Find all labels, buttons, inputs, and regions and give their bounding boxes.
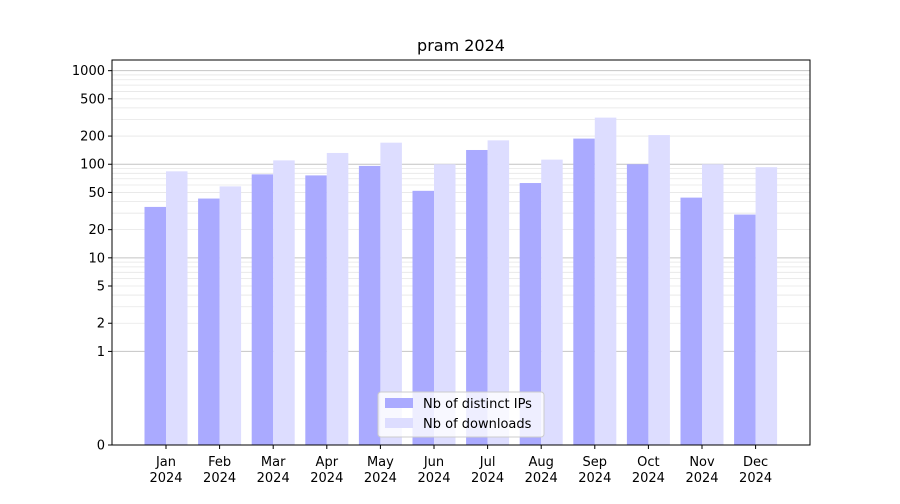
- x-tick-label: Aug 2024: [525, 455, 558, 486]
- x-tick-label: Mar 2024: [257, 455, 290, 486]
- x-tick-label: Oct 2024: [632, 455, 665, 486]
- chart-title: pram 2024: [417, 36, 505, 55]
- x-tick-label: Jan 2024: [149, 455, 182, 486]
- bar-distinct-ips: [519, 183, 542, 446]
- y-tick-label: 100: [80, 158, 105, 173]
- y-tick-label: 1: [97, 345, 105, 360]
- y-tick-label: 200: [80, 130, 105, 145]
- bar-distinct-ips: [734, 214, 756, 445]
- x-tick-label: Jul 2024: [471, 455, 504, 486]
- x-tick-label: Nov 2024: [685, 455, 718, 486]
- x-tick-label: Apr 2024: [310, 455, 343, 486]
- x-tick-label: Sep 2024: [578, 455, 611, 486]
- bar-distinct-ips: [680, 197, 702, 445]
- x-tick-label: Jun 2024: [417, 455, 450, 486]
- legend: Nb of distinct IPs Nb of downloads: [377, 391, 545, 438]
- bar-distinct-ips: [305, 175, 327, 445]
- bars-layer: [144, 117, 778, 446]
- legend-swatch: [385, 398, 413, 408]
- bar-downloads: [273, 160, 295, 445]
- bar-distinct-ips: [358, 165, 381, 445]
- bar-downloads: [219, 186, 242, 445]
- y-tick-label: 0: [97, 439, 105, 454]
- bar-distinct-ips: [573, 138, 595, 445]
- bar-downloads: [326, 152, 349, 445]
- bar-downloads: [541, 159, 563, 445]
- y-tick-label: 1000: [72, 64, 105, 79]
- bar-distinct-ips: [198, 198, 220, 445]
- x-axis: Jan 2024 Feb 2024 Mar 2024 Apr 2024 May 2024 Jun 20…: [149, 445, 772, 486]
- bar-downloads: [380, 142, 402, 445]
- legend-box: [377, 391, 545, 438]
- x-tick-label: May 2024: [364, 455, 397, 486]
- y-tick-label: 50: [88, 186, 105, 201]
- x-tick-label: Dec 2024: [739, 455, 772, 486]
- y-tick-label: 10: [88, 251, 105, 266]
- bar-downloads: [594, 117, 617, 445]
- bar-distinct-ips: [144, 206, 166, 445]
- bar-distinct-ips: [626, 164, 649, 445]
- bar-distinct-ips: [412, 190, 434, 445]
- legend-label: Nb of distinct IPs: [423, 397, 532, 412]
- y-tick-label: 5: [97, 280, 105, 295]
- y-tick-label: 2: [97, 317, 105, 332]
- bar-downloads: [166, 171, 188, 445]
- bar-downloads: [702, 164, 724, 445]
- bar-downloads: [755, 167, 778, 446]
- bar-distinct-ips: [466, 149, 488, 445]
- legend-label: Nb of downloads: [423, 417, 532, 432]
- bar-downloads: [434, 164, 456, 445]
- plot-frame: [111, 59, 811, 446]
- bar-downloads: [487, 140, 510, 445]
- bar-distinct-ips: [251, 174, 274, 445]
- legend-swatch: [385, 418, 413, 428]
- y-axis: 0 1 2 5 10 20 50 100 200 500 1000: [72, 64, 112, 454]
- x-tick-label: Feb 2024: [203, 455, 236, 486]
- bar-downloads: [648, 135, 670, 445]
- y-tick-label: 20: [88, 223, 105, 238]
- y-tick-label: 500: [80, 92, 105, 107]
